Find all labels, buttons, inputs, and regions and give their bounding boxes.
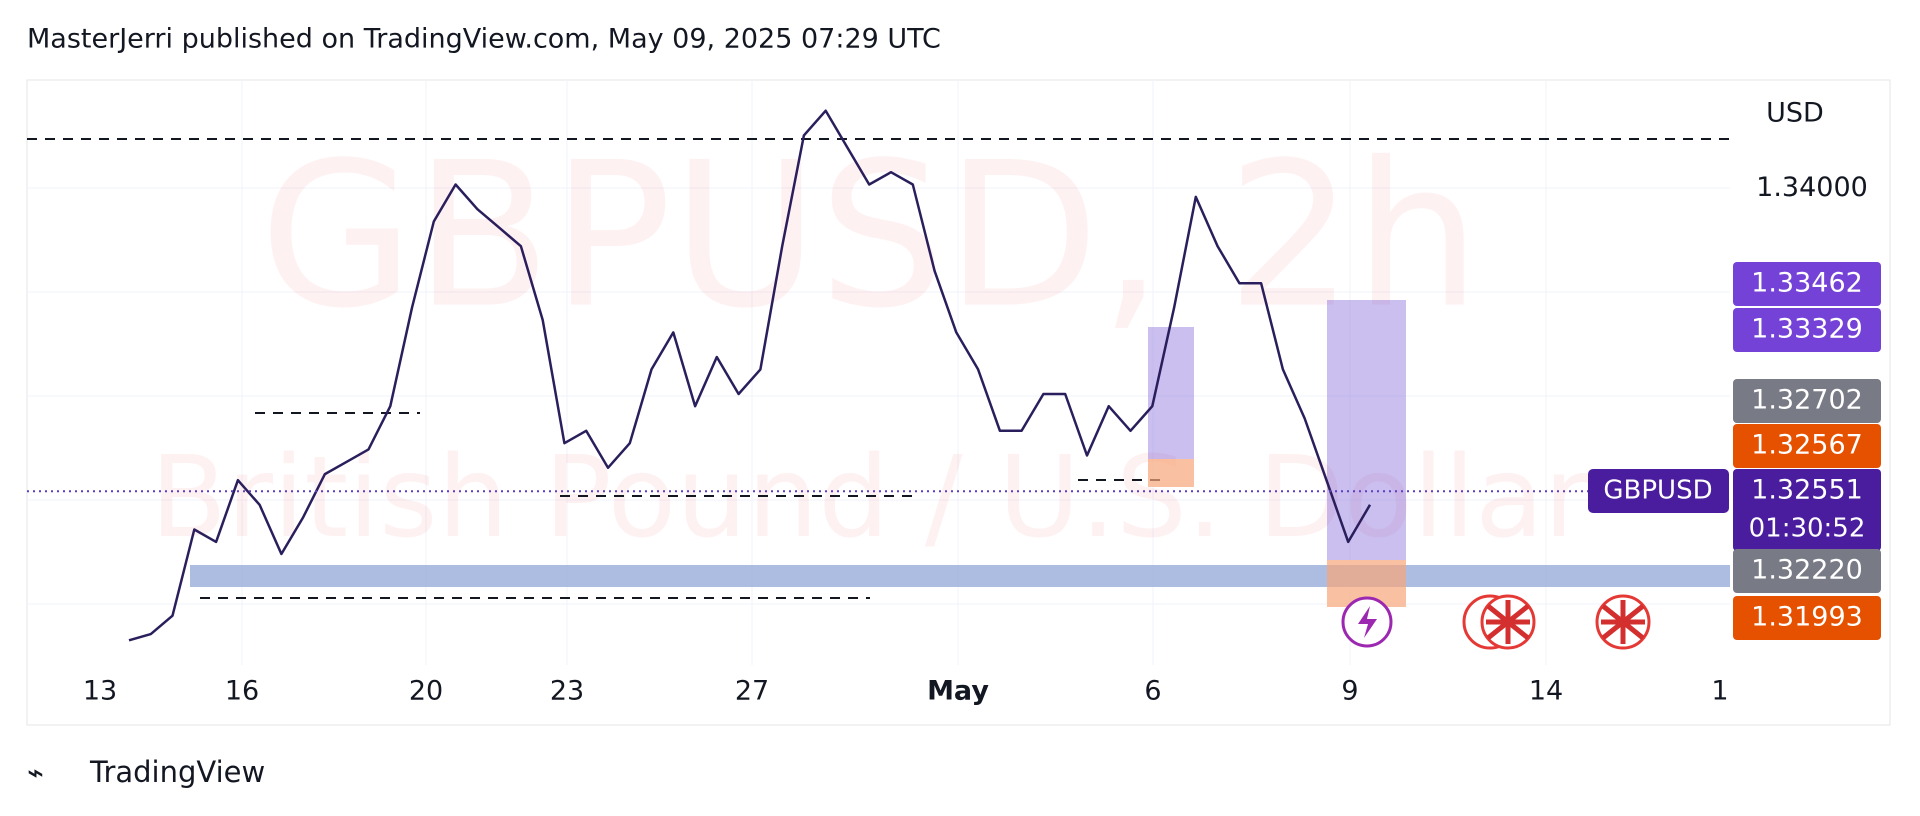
price-tag-label: 1.32551 [1751, 475, 1863, 506]
x-tick-label: May [927, 676, 989, 707]
currency: USD [1766, 98, 1824, 129]
price-tag [1733, 262, 1881, 306]
price-tag [1733, 424, 1881, 468]
x-tick-label: 13 [83, 676, 117, 707]
price-tag [1733, 379, 1881, 423]
logo-mark: ⌁ [27, 756, 44, 789]
price-tag-label: 1.33329 [1751, 314, 1863, 345]
x-tick-label: 6 [1144, 676, 1161, 707]
header: MasterJerri published on TradingView.com… [27, 24, 941, 55]
price-line [128, 109, 1372, 642]
watermark-subtitle: British Pound / U.S. Dollar [150, 433, 1591, 563]
symbol-tag [1588, 469, 1729, 513]
watermark: GBPUSD, 2h [259, 120, 1480, 353]
x-tick-label: 14 [1529, 676, 1563, 707]
price-tag-label: 1.33462 [1751, 268, 1863, 299]
x-tick-label: 1 [1711, 676, 1728, 707]
x-tick-label: 27 [735, 676, 769, 707]
x-tick-label: 20 [409, 676, 443, 707]
price-tag [1733, 596, 1881, 640]
price-tag [1733, 308, 1881, 352]
x-tick-label: 16 [225, 676, 259, 707]
price-tag-label: 1.32220 [1751, 555, 1863, 586]
symbol-label: GBPUSD [1603, 476, 1712, 506]
y-tick-label: 1.34000 [1756, 172, 1868, 203]
price-tag-label: 1.32702 [1751, 385, 1863, 416]
x-tick-label: 23 [550, 676, 584, 707]
drawings [27, 138, 1730, 650]
price-tag [1733, 549, 1881, 593]
footer: TradingView [89, 755, 265, 789]
price-tag-label: 1.31993 [1751, 602, 1863, 633]
x-tick-label: 9 [1341, 676, 1358, 707]
price-tag-label: 1.32567 [1751, 430, 1863, 461]
countdown: 01:30:52 [1749, 514, 1866, 544]
price-tag [1733, 469, 1881, 551]
